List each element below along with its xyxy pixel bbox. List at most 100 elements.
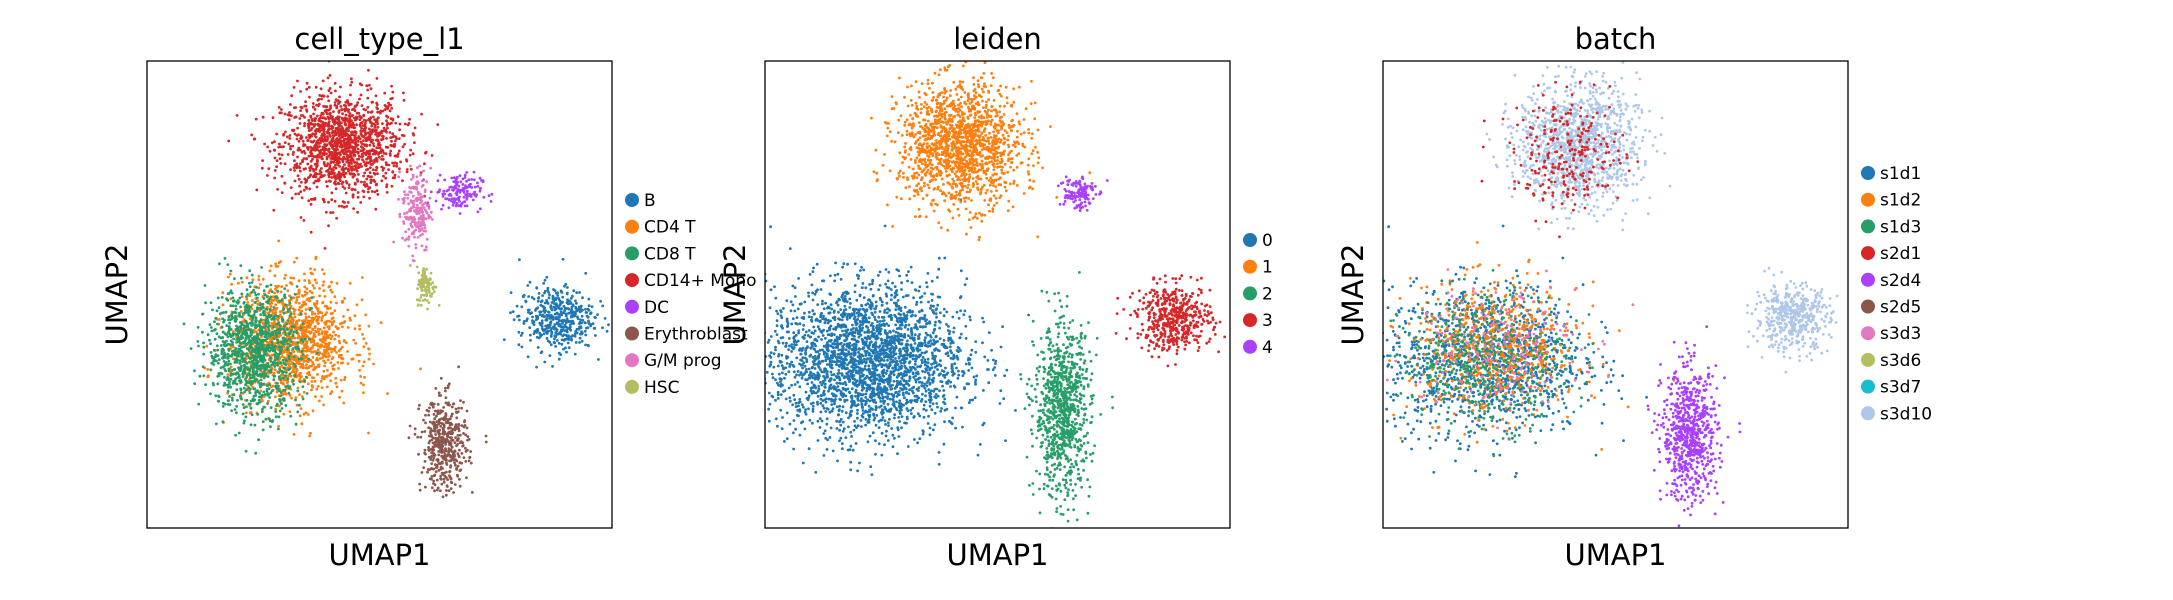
point-CD14+ Mono: [298, 148, 302, 152]
point-Erythroblast: [467, 459, 471, 463]
point-Erythroblast: [418, 482, 422, 486]
point-CD14+ Mono: [330, 176, 334, 179]
point-HSC: [421, 299, 425, 302]
point-CD8 T: [239, 264, 243, 268]
point-CD14+ Mono: [313, 119, 317, 123]
point-CD8 T: [269, 346, 273, 350]
point-CD14+ Mono: [335, 138, 338, 142]
point-CD8 T: [279, 361, 283, 365]
point-CD8 T: [238, 347, 242, 351]
point-CD4 T: [318, 294, 321, 298]
point-CD8 T: [266, 402, 269, 405]
point-CD14+ Mono: [338, 173, 342, 177]
point-B: [578, 325, 581, 329]
point-CD8 T: [240, 276, 243, 280]
point-CD14+ Mono: [333, 103, 337, 107]
point-CD14+ Mono: [335, 127, 338, 131]
point-G/M prog: [429, 210, 433, 214]
point-CD14+ Mono: [370, 124, 374, 128]
point-CD8 T: [229, 269, 233, 273]
point-CD14+ Mono: [362, 195, 366, 199]
point-CD4 T: [322, 359, 325, 363]
point-B: [526, 317, 529, 321]
point-CD8 T: [242, 341, 246, 345]
point-B: [563, 284, 566, 288]
point-CD4 T: [298, 414, 302, 418]
point-CD4 T: [205, 344, 209, 348]
point-CD4 T: [297, 313, 301, 316]
point-CD8 T: [248, 285, 252, 288]
point-CD14+ Mono: [386, 146, 390, 149]
point-CD8 T: [255, 310, 259, 313]
point-CD14+ Mono: [299, 180, 303, 184]
point-Erythroblast: [451, 402, 455, 406]
point-HSC: [420, 286, 424, 290]
point-CD8 T: [278, 389, 281, 393]
point-CD4 T: [293, 308, 297, 312]
point-DC: [455, 183, 459, 187]
point-CD8 T: [262, 289, 266, 292]
point-CD14+ Mono: [398, 128, 401, 132]
point-CD4 T: [273, 291, 276, 295]
point-CD8 T: [301, 322, 305, 325]
point-CD4 T: [315, 343, 319, 347]
point-CD14+ Mono: [347, 124, 351, 128]
point-CD4 T: [301, 332, 304, 336]
point-CD8 T: [221, 420, 225, 424]
point-CD14+ Mono: [365, 136, 368, 140]
point-CD8 T: [290, 329, 293, 333]
point-CD8 T: [292, 330, 296, 334]
point-CD8 T: [240, 346, 244, 349]
point-G/M prog: [416, 211, 420, 215]
point-G/M prog: [398, 215, 402, 219]
point-CD14+ Mono: [413, 126, 417, 130]
point-G/M prog: [403, 190, 406, 194]
point-CD8 T: [282, 370, 286, 374]
point-CD4 T: [307, 297, 311, 300]
point-CD14+ Mono: [332, 139, 335, 143]
point-DC: [450, 176, 454, 180]
point-B: [549, 343, 553, 347]
point-CD14+ Mono: [347, 183, 351, 187]
point-CD8 T: [233, 368, 237, 371]
point-CD14+ Mono: [344, 171, 348, 175]
point-CD14+ Mono: [343, 187, 347, 190]
point-CD14+ Mono: [296, 155, 299, 159]
point-CD4 T: [332, 330, 335, 334]
point-Erythroblast: [428, 406, 431, 410]
point-G/M prog: [407, 202, 410, 206]
point-CD8 T: [264, 307, 268, 311]
point-CD14+ Mono: [295, 166, 299, 170]
point-CD8 T: [261, 329, 264, 333]
point-DC: [449, 199, 453, 203]
point-CD14+ Mono: [287, 142, 291, 146]
point-CD14+ Mono: [411, 152, 415, 156]
point-CD14+ Mono: [371, 152, 375, 156]
point-CD8 T: [197, 344, 200, 348]
point-CD14+ Mono: [375, 106, 379, 110]
point-CD14+ Mono: [349, 83, 352, 87]
point-B: [545, 332, 549, 335]
point-CD14+ Mono: [310, 126, 314, 130]
point-B: [542, 281, 546, 285]
point-CD14+ Mono: [397, 137, 401, 141]
point-CD14+ Mono: [399, 160, 402, 164]
point-G/M prog: [422, 229, 426, 233]
point-CD14+ Mono: [312, 112, 315, 116]
point-DC: [458, 174, 462, 178]
point-CD14+ Mono: [381, 137, 385, 141]
point-CD4 T: [307, 279, 311, 283]
point-CD4 T: [257, 278, 261, 282]
point-CD4 T: [280, 364, 284, 367]
point-CD8 T: [230, 317, 234, 321]
point-CD14+ Mono: [367, 151, 371, 155]
point-B: [572, 289, 576, 293]
point-CD4 T: [277, 424, 280, 428]
point-CD4 T: [266, 311, 270, 315]
point-CD8 T: [251, 322, 255, 325]
point-G/M prog: [410, 217, 413, 221]
point-CD8 T: [233, 332, 237, 336]
point-B: [518, 318, 521, 322]
point-B: [535, 335, 539, 339]
point-B: [556, 296, 560, 300]
